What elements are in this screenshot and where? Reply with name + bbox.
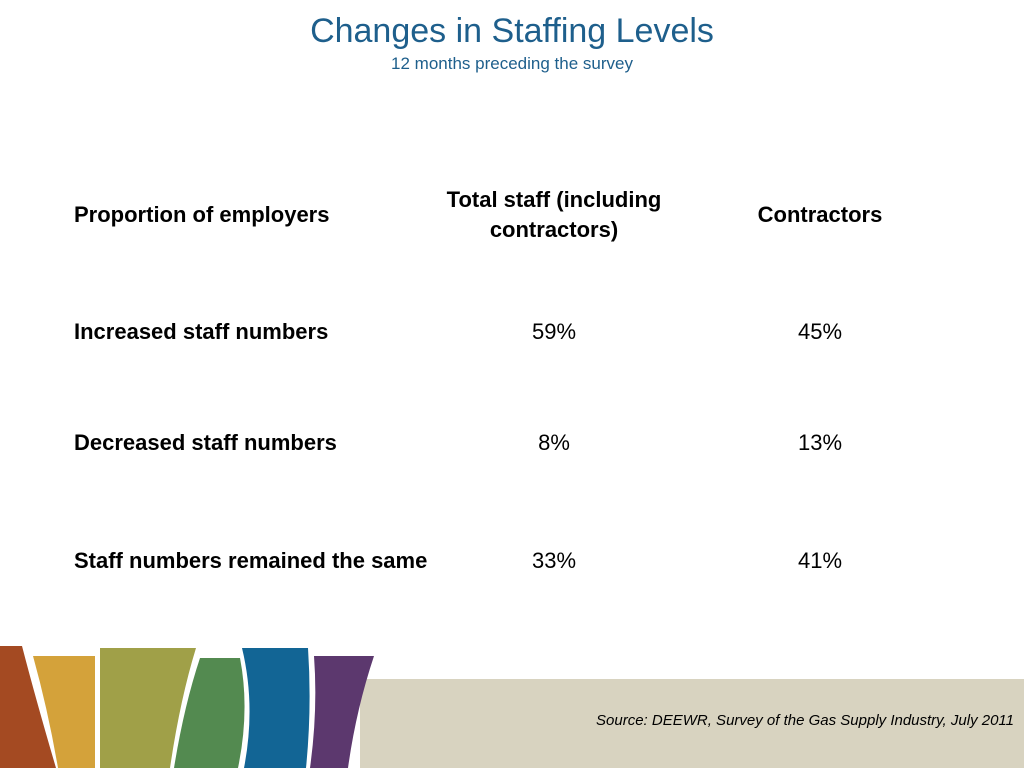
row-label-decreased: Decreased staff numbers xyxy=(74,430,337,455)
slide-title: Changes in Staffing Levels xyxy=(310,12,714,50)
slide-subtitle: 12 months preceding the survey xyxy=(391,54,633,73)
cell-decreased-total: 8% xyxy=(538,430,570,455)
footer-band xyxy=(360,679,1024,768)
cell-remained-contractors: 41% xyxy=(797,548,843,573)
decorative-stripes xyxy=(0,646,374,768)
cell-decreased-contractors: 13% xyxy=(797,430,843,455)
stripe-green xyxy=(174,658,245,768)
cell-increased-contractors: 45% xyxy=(797,319,843,344)
column-header-total-staff: Total staff (including contractors) xyxy=(446,187,662,242)
cell-remained-total: 33% xyxy=(531,548,577,573)
source-citation: Source: DEEWR, Survey of the Gas Supply … xyxy=(596,712,1014,729)
column-header-proportion: Proportion of employers xyxy=(74,202,330,227)
stripe-purple xyxy=(310,656,374,768)
row-label-increased: Increased staff numbers xyxy=(74,319,329,344)
column-header-contractors: Contractors xyxy=(757,202,883,227)
stripe-rust xyxy=(0,646,56,768)
stripe-gold xyxy=(33,656,95,768)
cell-increased-total: 59% xyxy=(531,319,577,344)
row-label-remained-same: Staff numbers remained the same xyxy=(74,548,428,573)
stripe-blue xyxy=(242,648,310,768)
stripe-olive xyxy=(100,648,196,768)
